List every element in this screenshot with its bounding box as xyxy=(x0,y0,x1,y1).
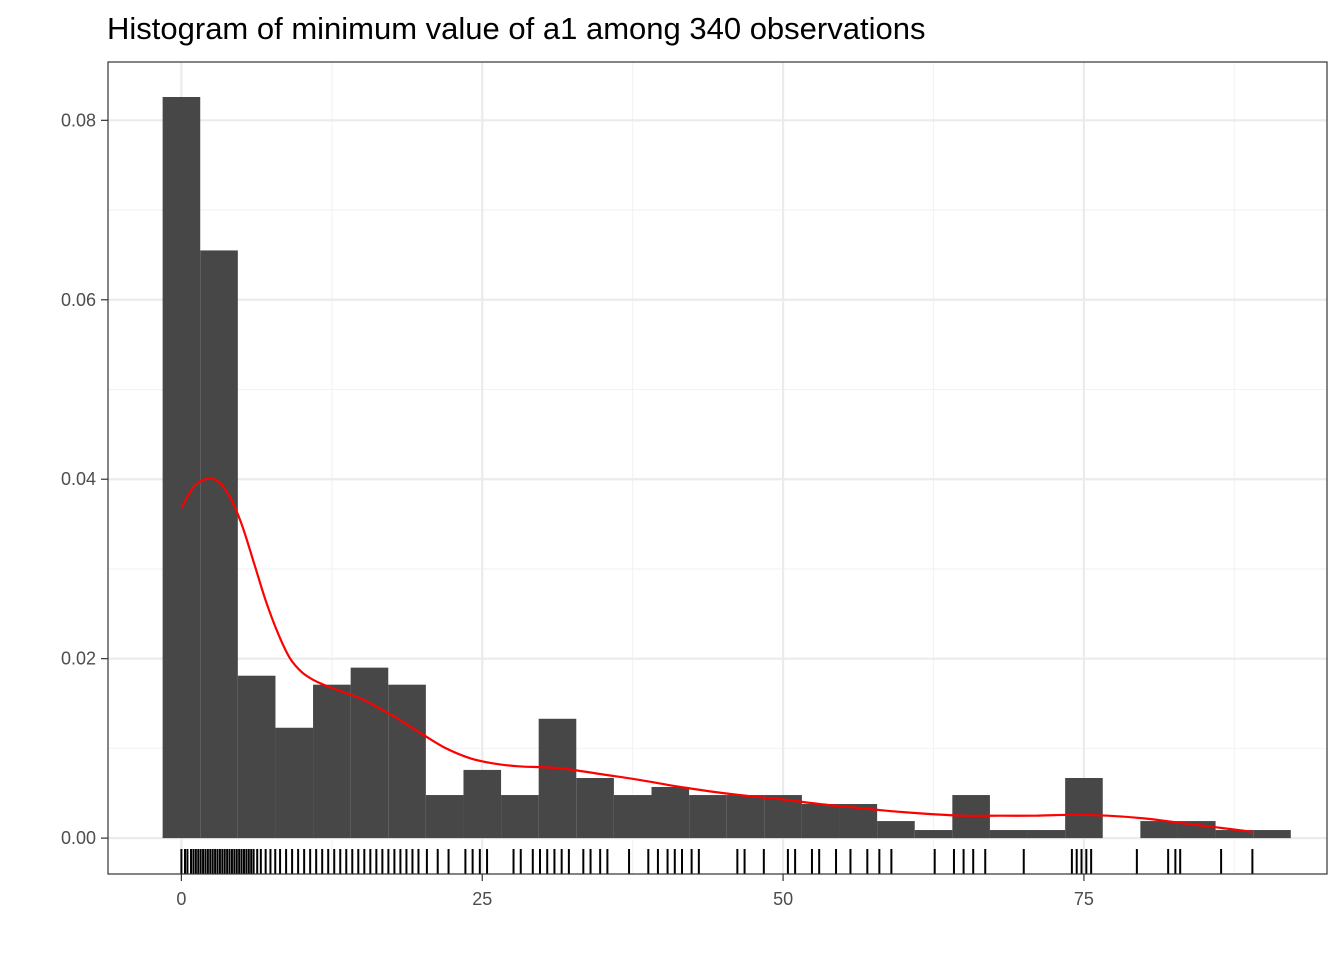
histogram-bar xyxy=(877,821,915,839)
y-tick-label: 0.00 xyxy=(61,828,96,848)
plot-border xyxy=(107,61,1328,875)
x-axis: 0 25 50 75 xyxy=(176,874,1094,909)
histogram-bars xyxy=(162,96,1291,839)
x-tick-label: 0 xyxy=(176,889,186,909)
density-curve xyxy=(180,477,1253,833)
x-tick-label: 75 xyxy=(1074,889,1094,909)
y-axis: 0.00 0.02 0.04 0.06 0.08 xyxy=(61,110,108,848)
histogram-bar xyxy=(989,830,1028,839)
histogram-bar xyxy=(764,795,802,839)
histogram-bar xyxy=(1215,830,1254,839)
chart-title: Histogram of minimum value of a1 among 3… xyxy=(107,11,925,46)
x-tick-label: 50 xyxy=(773,889,793,909)
histogram-bar xyxy=(350,667,389,839)
y-tick-label: 0.06 xyxy=(61,290,96,310)
histogram-bar xyxy=(726,795,765,839)
histogram-bar xyxy=(313,684,351,839)
histogram-bar xyxy=(463,769,502,839)
histogram-bar xyxy=(200,250,238,839)
y-tick-label: 0.04 xyxy=(61,469,96,489)
histogram-bar xyxy=(237,675,276,839)
histogram-bar xyxy=(275,727,314,839)
histogram-bar xyxy=(1065,777,1103,839)
histogram-bar xyxy=(1140,821,1178,839)
histogram-bar xyxy=(801,804,840,839)
y-tick-label: 0.08 xyxy=(61,110,96,130)
histogram-bar xyxy=(162,96,201,839)
histogram-bar xyxy=(613,795,652,839)
histogram-bar xyxy=(388,684,426,839)
histogram-bar xyxy=(1027,830,1066,839)
histogram-bar xyxy=(576,777,614,839)
y-tick-label: 0.02 xyxy=(61,649,96,669)
histogram-bar xyxy=(538,718,577,839)
histogram-bar xyxy=(425,795,464,839)
rug-marks xyxy=(180,849,1254,874)
histogram-bar xyxy=(1253,830,1291,839)
histogram-bar xyxy=(689,795,727,839)
histogram-bar xyxy=(651,786,690,839)
histogram-bar xyxy=(914,830,953,839)
x-tick-label: 25 xyxy=(472,889,492,909)
histogram-bar xyxy=(501,795,539,839)
